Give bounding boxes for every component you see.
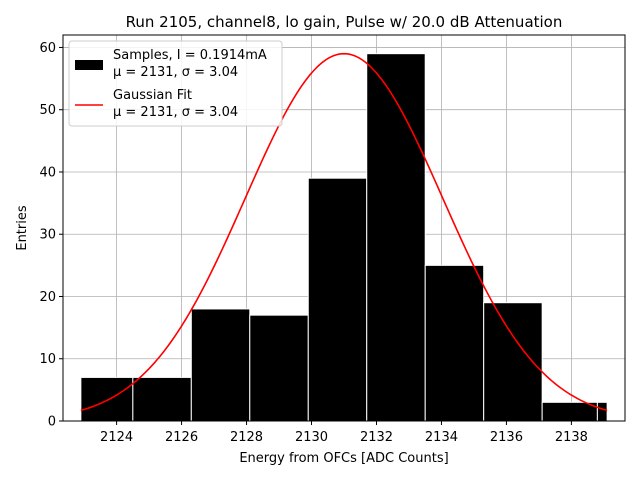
legend-box xyxy=(68,40,283,127)
x-tick-label: 2132 xyxy=(360,430,393,445)
chart-title: Run 2105, channel8, lo gain, Pulse w/ 20… xyxy=(126,13,563,31)
x-tick-label: 2138 xyxy=(555,430,588,445)
histogram-bar xyxy=(307,177,368,422)
legend-stats-fit: μ = 2131, σ = 3.04 xyxy=(113,105,238,120)
legend-label-samples: Samples, I = 0.1914mA xyxy=(113,48,267,63)
x-tick-label: 2124 xyxy=(100,430,133,445)
histogram-bar xyxy=(424,264,485,422)
legend-label-fit: Gaussian Fit xyxy=(113,88,192,103)
legend: Samples, I = 0.1914mA μ = 2131, σ = 3.04… xyxy=(68,40,283,127)
y-tick-label: 60 xyxy=(39,41,56,56)
y-axis-ticks: 0 10 20 30 40 50 60 xyxy=(39,41,63,430)
histogram-bar xyxy=(190,308,251,422)
x-tick-label: 2128 xyxy=(230,430,263,445)
y-tick-label: 0 xyxy=(48,415,56,430)
y-tick-label: 30 xyxy=(39,228,56,243)
x-tick-label: 2126 xyxy=(165,430,198,445)
x-tick-label: 2136 xyxy=(490,430,523,445)
legend-swatch-samples xyxy=(75,60,103,70)
legend-stats-samples: μ = 2131, σ = 3.04 xyxy=(113,65,238,80)
x-axis-ticks: 2124 2126 2128 2130 2132 2134 2136 2138 xyxy=(100,421,588,445)
y-tick-label: 50 xyxy=(39,103,56,118)
histogram-bar xyxy=(596,401,608,422)
histogram-bar xyxy=(249,314,309,422)
histogram-bars xyxy=(80,53,608,422)
y-axis-label: Entries xyxy=(15,205,30,251)
y-tick-label: 10 xyxy=(39,352,56,367)
y-tick-label: 20 xyxy=(39,290,56,305)
histogram-bar xyxy=(80,376,134,422)
histogram-bar xyxy=(366,53,426,422)
x-tick-label: 2134 xyxy=(425,430,458,445)
x-tick-label: 2130 xyxy=(295,430,328,445)
gaussian-fit xyxy=(80,52,608,412)
histogram-bar xyxy=(541,401,598,422)
gaussian-fit-line xyxy=(80,52,608,412)
histogram-bar xyxy=(132,376,192,422)
y-tick-label: 40 xyxy=(39,165,56,180)
plot-frame xyxy=(62,34,626,422)
x-axis-label: Energy from OFCs [ADC Counts] xyxy=(239,451,448,466)
